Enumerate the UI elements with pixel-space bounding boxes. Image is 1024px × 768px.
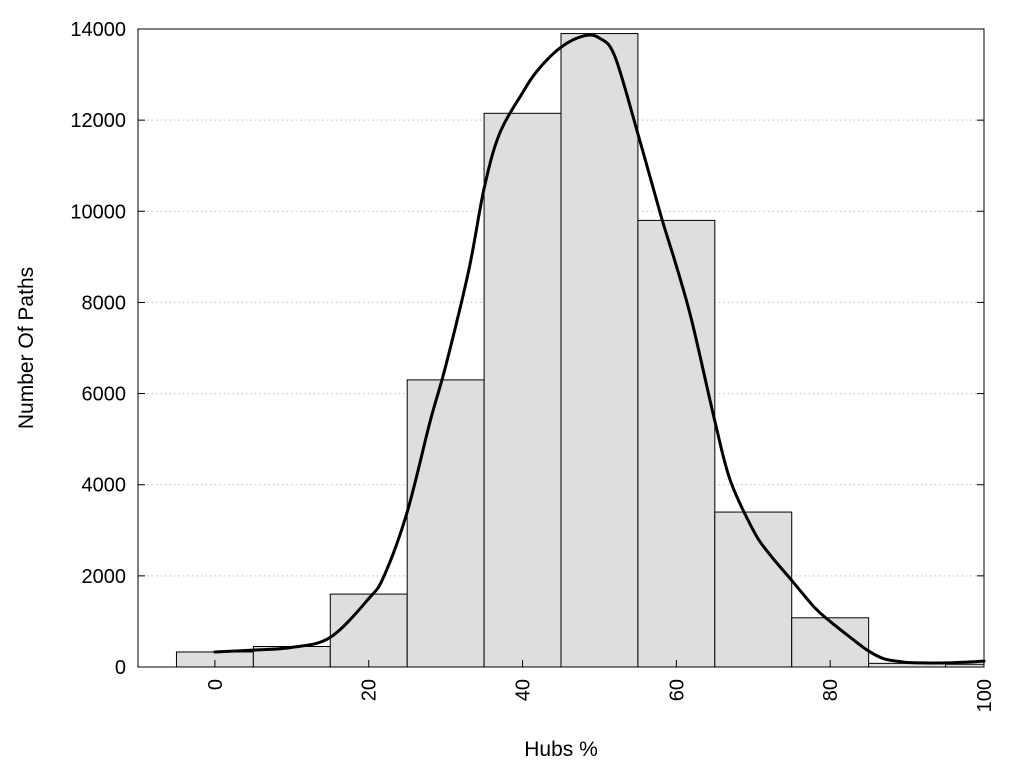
bar-30: [406, 379, 485, 668]
bars: [175, 33, 985, 668]
y-tick-label: 14000: [70, 19, 126, 41]
y-tick-label: 4000: [82, 475, 127, 497]
y-tick-label: 12000: [70, 110, 126, 132]
x-tick-label: 0: [205, 679, 227, 690]
y-tick-label: 10000: [70, 201, 126, 223]
bar-20: [329, 593, 408, 668]
plot-frame: [137, 28, 985, 668]
bar-70: [714, 511, 793, 668]
bar-50: [560, 33, 639, 668]
y-axis-title: Number Of Paths: [15, 267, 38, 429]
x-tick-label: 100: [974, 679, 996, 712]
x-tick-label: 60: [666, 679, 688, 701]
y-tick-label: 8000: [82, 292, 127, 314]
bar-60: [637, 219, 716, 668]
x-tick-label: 20: [359, 679, 381, 701]
x-tick-label: 80: [820, 679, 842, 701]
x-tick-labels: 0 20 40 60 80 100: [205, 679, 996, 712]
axis-ticks: [138, 28, 985, 668]
y-tick-label: 6000: [82, 384, 127, 406]
bar-40: [483, 112, 562, 668]
x-axis-title: Hubs %: [524, 738, 598, 761]
y-tick-label: 2000: [82, 566, 127, 588]
density-curve: [213, 33, 986, 665]
y-tick-labels: 0 2000 4000 6000 8000 10000 12000 14000: [70, 19, 126, 679]
x-tick-label: 40: [513, 679, 535, 701]
density-curve-layer: [213, 33, 986, 665]
y-tick-label: 0: [115, 657, 126, 679]
